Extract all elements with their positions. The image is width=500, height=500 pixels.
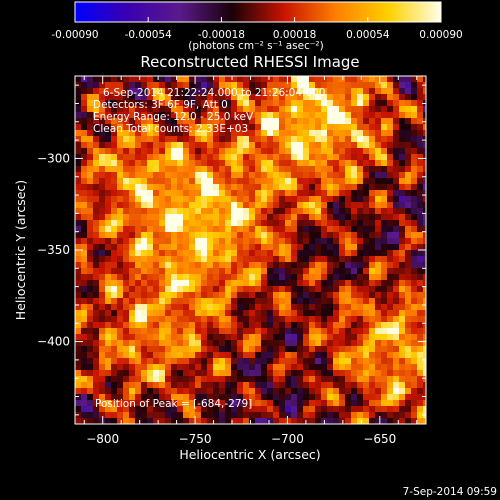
x-tick-label: −650 — [363, 432, 396, 446]
colorbar-tick-label: -0.00054 — [125, 29, 173, 41]
colorbar-tick-label: -0.00018 — [198, 29, 245, 41]
x-tick-label: −750 — [179, 432, 212, 446]
annotation-energy-range: Energy Range: 12.0 - 25.0 keV — [93, 111, 254, 123]
colorbar-unit-label: (photons cm⁻² s⁻¹ asec⁻²) — [188, 40, 323, 52]
x-tick-label: −700 — [271, 432, 304, 446]
axis-ticks: −800 −750 −700 −650 −300 −350 −400 — [37, 76, 426, 446]
colorbar-ticks: -0.00090 -0.00054 -0.00018 0.00018 0.00054 0.… — [51, 17, 463, 41]
colorbar — [74, 1, 442, 23]
y-tick-label: −350 — [37, 243, 70, 257]
heatmap-image — [75, 76, 426, 424]
annotation-clean-counts: Clean Total counts: 2.33E+03 — [93, 123, 248, 135]
annotation-time-range: 6-Sep-2014 21:22:24.000 to 21:26:04.000 — [103, 87, 325, 99]
annotation-peak-position: Position of Peak = [-684,-279] — [95, 398, 252, 410]
colorbar-tick-label: 0.00054 — [346, 29, 390, 41]
x-tick-label: −800 — [86, 432, 119, 446]
chart-title: Reconstructed RHESSI Image — [140, 53, 359, 71]
y-tick-label: −400 — [37, 335, 70, 349]
colorbar-tick-label: -0.00090 — [51, 29, 98, 41]
plot-timestamp: 7-Sep-2014 09:59 — [403, 486, 497, 498]
y-axis-label: Heliocentric Y (arcsec) — [13, 180, 28, 320]
colorbar-tick-label: 0.00018 — [273, 29, 316, 41]
annotation-detectors: Detectors: 3F 6F 9F, Att 0 — [93, 99, 228, 111]
y-tick-label: −300 — [37, 151, 70, 165]
colorbar-tick-label: 0.00090 — [419, 29, 462, 41]
x-axis-label: Heliocentric X (arcsec) — [179, 447, 320, 462]
